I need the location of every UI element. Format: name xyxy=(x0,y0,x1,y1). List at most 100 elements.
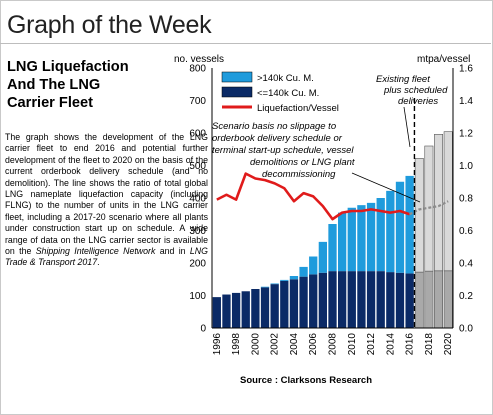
subtitle-line: Carrier Fleet xyxy=(7,95,93,111)
bar-large-vessels xyxy=(270,283,279,285)
bar-small-vessels xyxy=(318,272,328,328)
y-tick-label: 100 xyxy=(189,291,206,302)
x-tick-label: 1996 xyxy=(212,333,223,356)
legend-label-large: >140k Cu. M. xyxy=(257,73,314,84)
legend-label-ratio: Liquefaction/Vessel xyxy=(257,103,339,114)
ratio-line xyxy=(216,172,411,221)
bar-large-vessels xyxy=(386,190,395,273)
bar-large-vessels xyxy=(328,224,337,272)
bar-small-vessels xyxy=(337,271,347,328)
x-tick-label: 2008 xyxy=(328,333,339,356)
y2-tick-label: 1.2 xyxy=(459,129,473,140)
y-tick-label: 800 xyxy=(189,64,206,75)
bar-large-vessels xyxy=(414,158,424,273)
bar-large-vessels xyxy=(405,175,414,274)
bar-large-vessels xyxy=(280,279,289,281)
y-tick-label: 400 xyxy=(189,194,206,205)
annotation-scenario-line: demolitions or LNG plant xyxy=(250,157,355,168)
x-tick-label: 2002 xyxy=(270,333,281,356)
subtitle-line: And The LNG xyxy=(7,77,101,93)
bar-small-vessels xyxy=(280,280,289,328)
annotation-scenario-line: decommissioning xyxy=(262,169,336,180)
x-tick-label: 2018 xyxy=(424,333,435,356)
bar-small-vessels xyxy=(376,271,385,328)
bar-small-vessels xyxy=(222,294,231,328)
bar-small-vessels xyxy=(328,271,337,328)
bar-small-vessels xyxy=(395,272,405,328)
y-tick-label: 300 xyxy=(189,226,206,237)
bar-small-vessels xyxy=(424,270,434,329)
annotation-fleet-leader xyxy=(403,106,411,148)
source-note: Source : Clarksons Research xyxy=(240,375,373,386)
bar-small-vessels xyxy=(414,271,424,329)
subtitle-line: LNG Liquefaction xyxy=(7,59,129,75)
bar-large-vessels xyxy=(395,181,405,273)
annotation-scenario-line: Scenario basis no slippage to xyxy=(212,121,336,132)
y2-tick-label: 0.6 xyxy=(459,226,473,237)
y2-tick-label: 0.0 xyxy=(459,324,473,335)
body-text-and: and in xyxy=(155,246,190,257)
bar-large-vessels xyxy=(347,207,356,272)
page-title: Graph of the Week xyxy=(7,11,212,39)
bar-small-vessels xyxy=(405,273,414,328)
bar-large-vessels xyxy=(357,205,366,272)
y2-tick-label: 0.4 xyxy=(459,259,473,270)
y2-tick-label: 0.8 xyxy=(459,194,473,205)
annotation-scenario-leader xyxy=(351,172,421,203)
annotation-scenario-line: terminal start-up schedule, vessel xyxy=(212,145,354,156)
bar-small-vessels xyxy=(386,272,395,328)
x-tick-label: 2010 xyxy=(347,333,358,356)
bar-small-vessels xyxy=(251,289,260,328)
bar-small-vessels xyxy=(299,276,308,328)
y-tick-label: 500 xyxy=(189,161,206,172)
x-tick-label: 2014 xyxy=(385,333,396,356)
legend-swatch-small xyxy=(221,86,253,98)
legend-swatch-large xyxy=(221,71,253,83)
body-text-end: . xyxy=(97,257,100,268)
y2-tick-label: 1.6 xyxy=(459,64,473,75)
y2-tick-label: 1.0 xyxy=(459,161,473,172)
y2-tick-label: 0.2 xyxy=(459,291,473,302)
bar-small-vessels xyxy=(357,271,366,328)
article-body: The graph shows the development of the L… xyxy=(5,132,208,269)
annotation-fleet-line: deliveries xyxy=(398,96,438,107)
x-tick-label: 2000 xyxy=(250,333,261,356)
y-axis-title: no. vessels xyxy=(174,54,224,65)
x-tick-label: 2020 xyxy=(443,333,454,356)
bar-small-vessels xyxy=(443,270,453,329)
body-text: The graph shows the development of the L… xyxy=(5,132,208,257)
bar-small-vessels xyxy=(260,287,270,328)
bar-large-vessels xyxy=(337,212,347,272)
y-tick-label: 600 xyxy=(189,129,206,140)
bar-large-vessels xyxy=(366,202,376,272)
bar-small-vessels xyxy=(241,291,250,328)
bar-small-vessels xyxy=(366,271,376,328)
y-tick-label: 200 xyxy=(189,259,206,270)
body-link-sin: Shipping Intelligence Network xyxy=(35,246,156,257)
x-tick-label: 2004 xyxy=(289,333,300,356)
bar-large-vessels xyxy=(376,198,385,272)
x-tick-label: 2006 xyxy=(308,333,319,356)
bar-large-vessels xyxy=(299,266,308,277)
y2-tick-label: 1.4 xyxy=(459,96,473,107)
bar-small-vessels xyxy=(231,292,241,328)
bar-small-vessels xyxy=(309,274,318,328)
y-tick-label: 0 xyxy=(200,324,206,335)
annotation-fleet-line: plus scheduled xyxy=(383,85,448,96)
bar-small-vessels xyxy=(347,271,356,328)
x-tick-label: 2012 xyxy=(366,333,377,356)
bar-small-vessels xyxy=(434,270,443,329)
annotation-fleet-line: Existing fleet xyxy=(376,74,430,85)
bar-large-vessels xyxy=(434,134,443,272)
title-divider xyxy=(0,43,491,44)
bar-large-vessels xyxy=(318,241,328,273)
ratio-line-forecast xyxy=(409,200,449,216)
body-link-ltt: LNG Trade & Transport 2017 xyxy=(5,246,208,268)
bar-large-vessels xyxy=(309,256,318,275)
bar-small-vessels xyxy=(270,284,279,328)
article-subtitle: LNG Liquefaction And The LNG Carrier Fle… xyxy=(7,58,177,112)
x-tick-label: 2016 xyxy=(405,333,416,356)
y-tick-label: 700 xyxy=(189,96,206,107)
bar-large-vessels xyxy=(289,276,299,280)
